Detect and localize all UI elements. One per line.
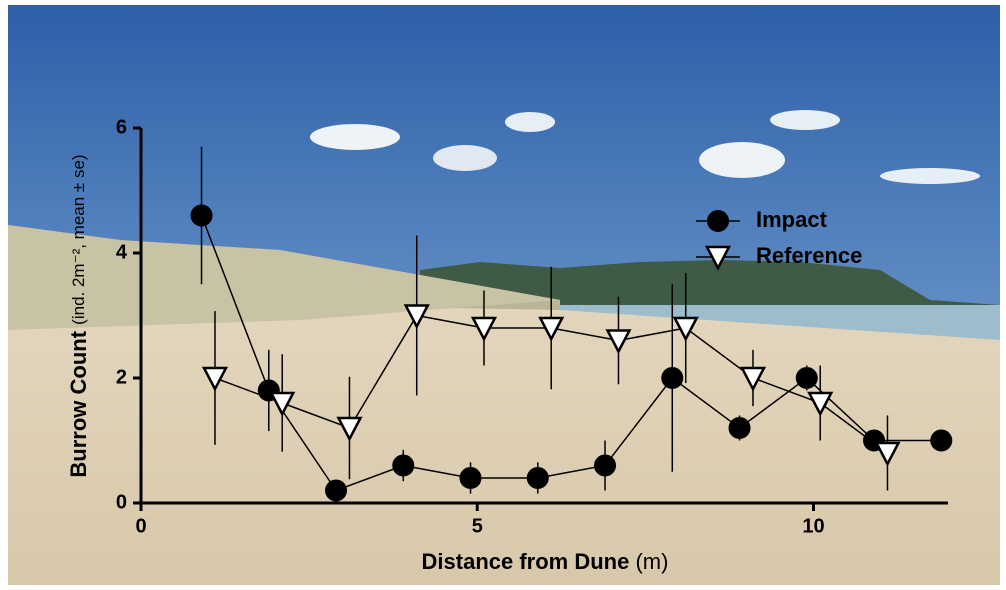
data-point [594,454,617,477]
y-tick-label: 6 [116,116,127,138]
data-point [930,429,953,452]
data-point [526,467,549,489]
data-point [190,204,213,227]
x-axis-label: Distance from Dune (m) [422,549,669,574]
data-point [672,316,699,342]
legend-label: Reference [756,243,862,268]
data-point [807,391,834,417]
legend-label: Impact [756,207,828,232]
x-tick-label: 5 [472,515,483,537]
data-point [728,417,751,439]
background-photo [8,5,1000,585]
y-label-note: (ind. 2m⁻², mean ± se) [69,154,88,324]
legend-marker [704,245,732,271]
data-point [269,391,296,417]
y-label-main: Burrow Count [66,330,91,477]
data-point [470,316,498,342]
data-point [392,454,415,477]
series-line [200,215,942,492]
data-point [874,441,901,467]
x-label-unit: (m) [635,549,668,574]
data-point [325,479,348,502]
data-point [605,329,632,355]
data-point [739,366,767,392]
y-axis-label: Burrow Count (ind. 2m⁻², mean ± se) [66,154,91,477]
x-tick-label: 0 [135,515,146,537]
y-tick-label: 2 [116,366,127,388]
data-point [201,366,229,392]
data-point [403,304,430,330]
y-tick-label: 0 [116,491,127,513]
data-point [661,367,684,389]
y-tick-label: 4 [116,241,128,263]
legend-marker [707,210,729,232]
data-point [459,467,482,489]
x-label-main: Distance from Dune [422,549,630,574]
data-point [336,416,363,442]
data-point [538,316,565,342]
x-tick-label: 10 [802,515,824,537]
data-point [795,367,818,389]
